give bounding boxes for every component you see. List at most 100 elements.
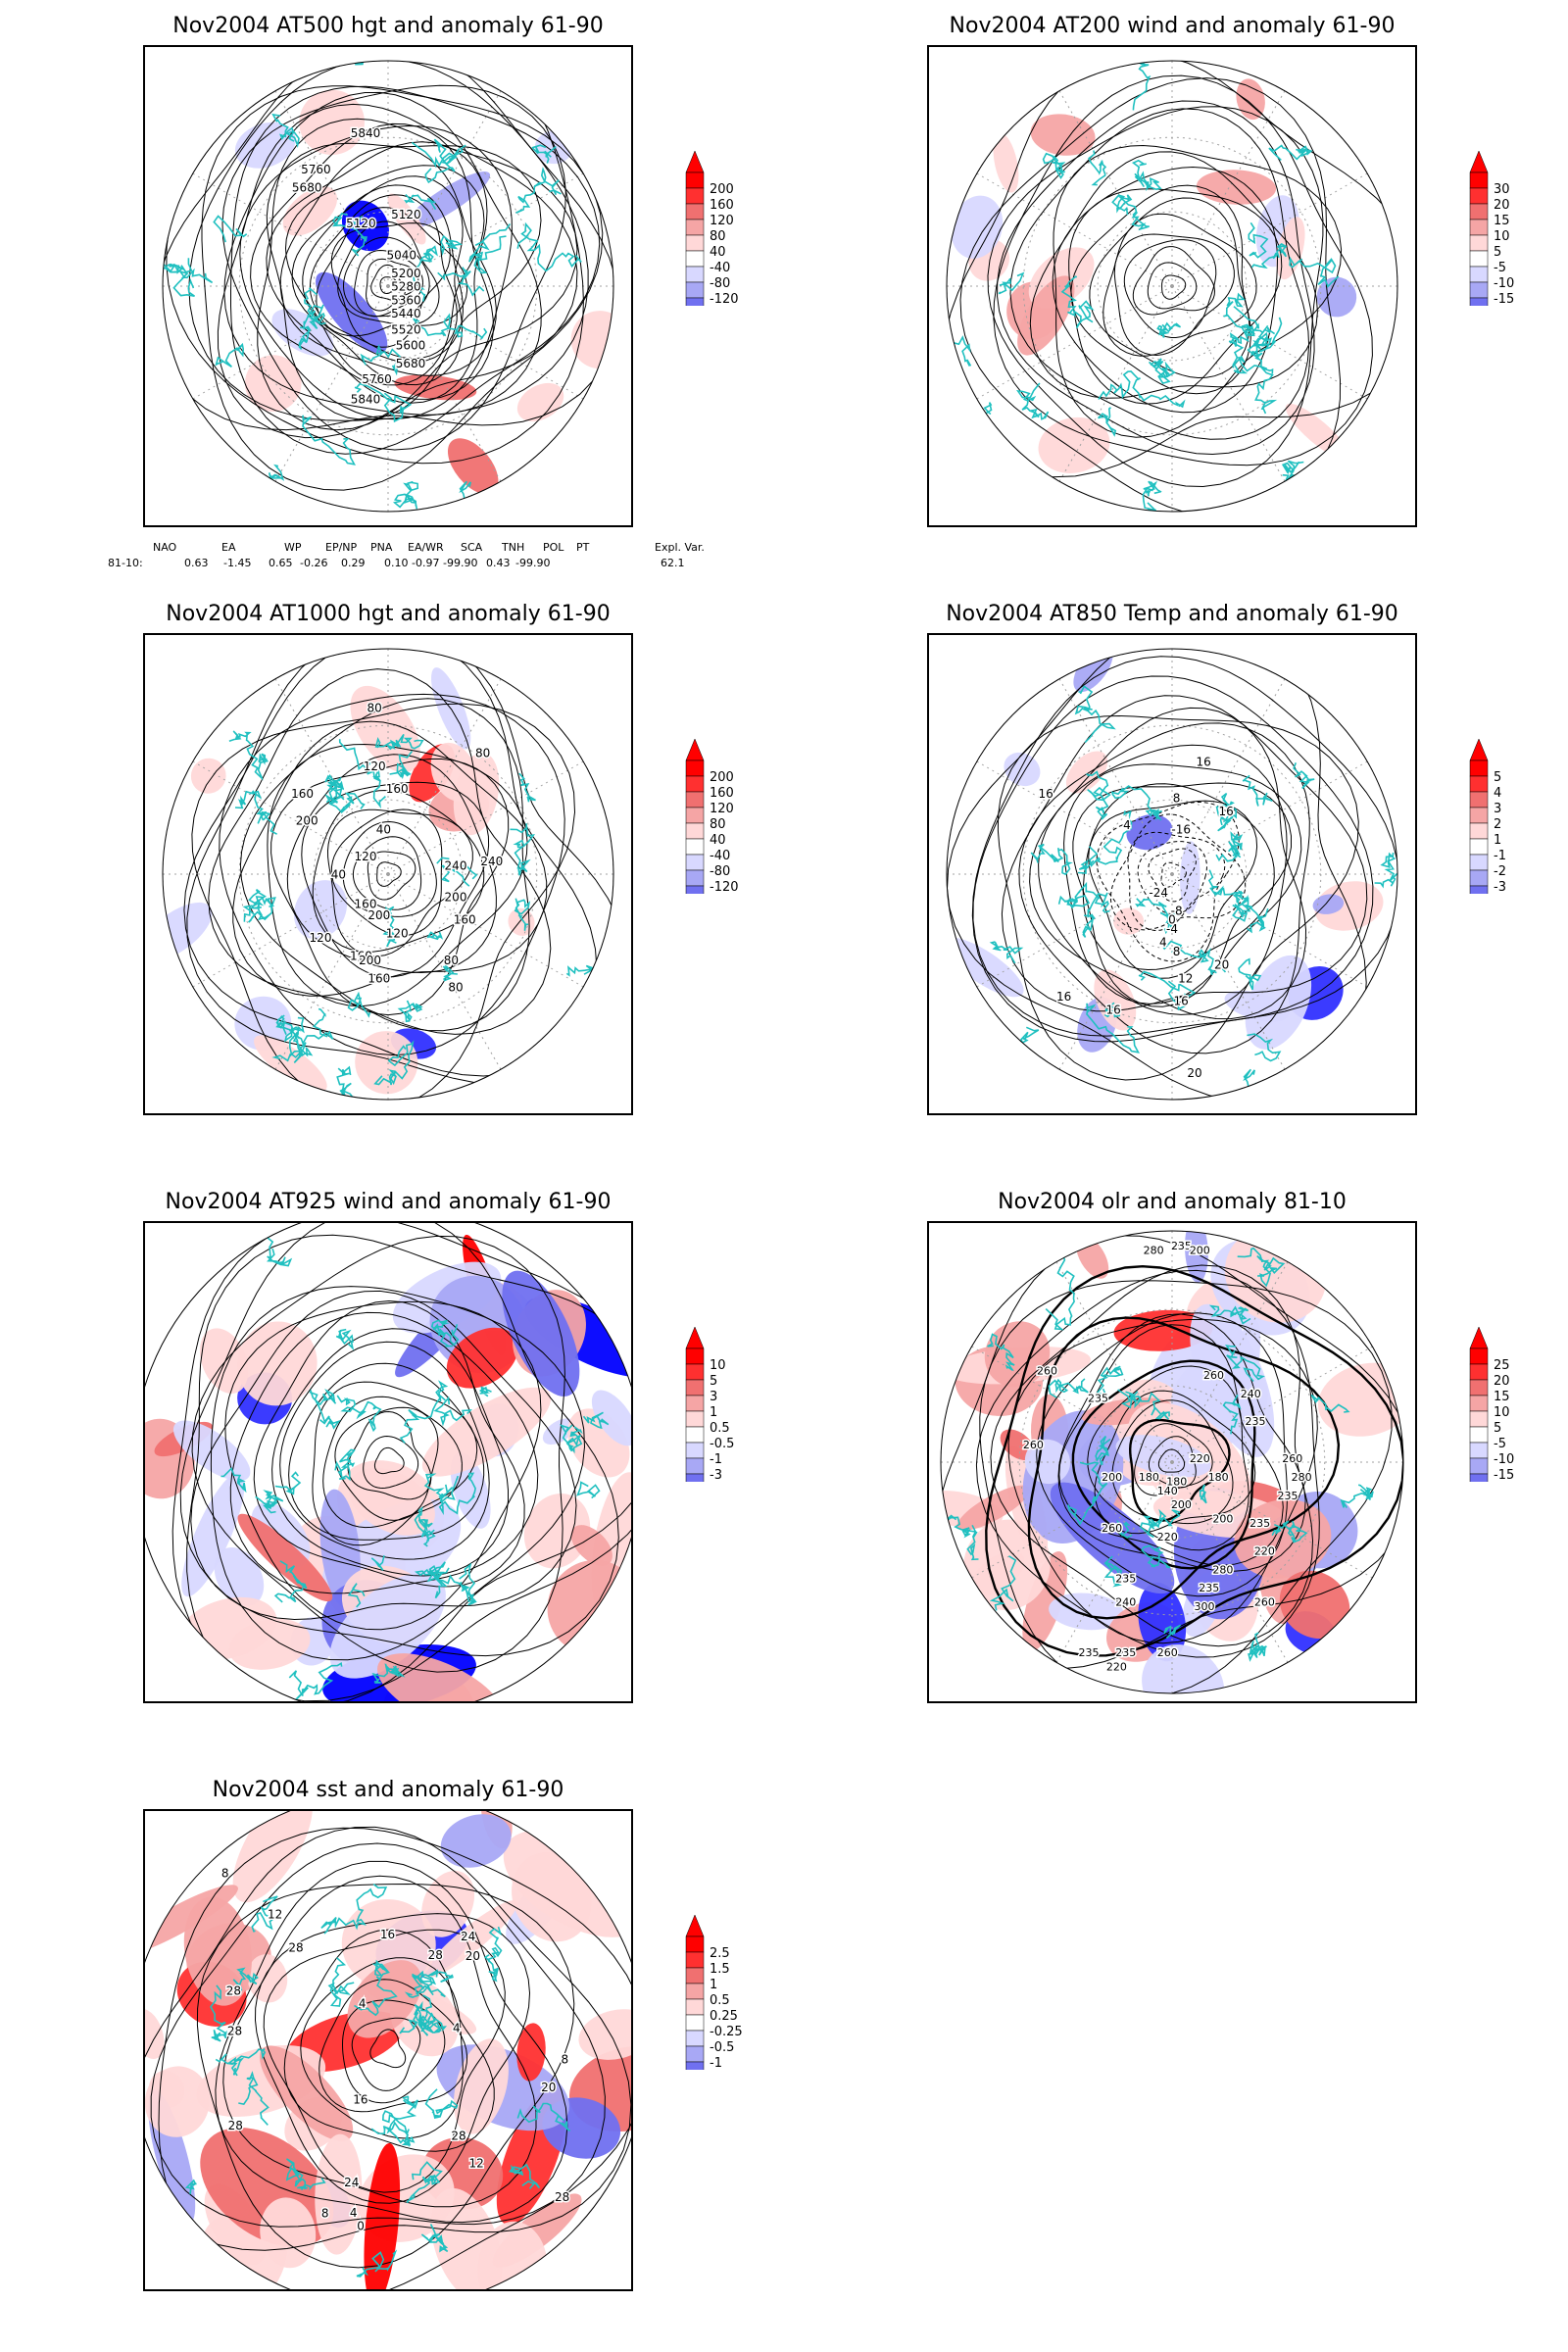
colorbar-tick: -3 — [710, 1468, 722, 1482]
contour-label: 5040 — [387, 248, 417, 262]
contour-label: 200 — [359, 954, 381, 967]
contour-label: 5200 — [391, 267, 421, 280]
contour-label: 160 — [386, 782, 409, 796]
colorbar-tick: -80 — [710, 864, 730, 879]
colorbar-tick: 5 — [710, 1374, 717, 1389]
contour-label: 260 — [1282, 1452, 1302, 1465]
contour-label: 5600 — [396, 338, 426, 352]
tele-value: -99.90 — [443, 557, 478, 569]
map-frame: 80 120 160 160 200 80 40 120 40 160 200 240 240 200 16… — [143, 633, 633, 1115]
contour-label: 16 — [1219, 805, 1234, 818]
contour-label: 20 — [1214, 958, 1229, 972]
contour-label: 4 — [350, 2206, 358, 2220]
panel-title: Nov2004 sst and anomaly 61-90 — [212, 1778, 564, 1802]
contour-label: 5840 — [351, 393, 381, 407]
contour-label: 4 — [1123, 818, 1131, 832]
contour-label: 5440 — [391, 307, 421, 320]
tele-header: TNH — [502, 541, 525, 554]
colorbar-tick: 10 — [1494, 229, 1510, 244]
contour-label: 0 — [1168, 913, 1176, 927]
contour-label: 20 — [466, 1949, 480, 1963]
contour-label: 0 — [357, 2219, 365, 2232]
contour-label: 200 — [1171, 1498, 1192, 1511]
contour-label: 235 — [1250, 1517, 1270, 1530]
contour-label: 220 — [1190, 1452, 1210, 1465]
contour-label: 200 — [445, 891, 467, 905]
colorbar-tick: -40 — [710, 849, 730, 863]
contour-label: 235 — [1115, 1646, 1136, 1659]
contour-label: 180 — [1208, 1471, 1229, 1484]
contour-label: 28 — [428, 1948, 443, 1962]
colorbar-tick: 5 — [1494, 245, 1501, 260]
colorbar-tick: 1 — [710, 1978, 717, 1992]
tele-value: 0.63 — [184, 557, 209, 569]
colorbar-tick: 40 — [710, 245, 726, 260]
colorbar-tick: -3 — [1494, 880, 1506, 894]
contour-label: 200 — [1102, 1471, 1122, 1484]
colorbar-tick: 20 — [1494, 198, 1510, 213]
tele-header: Expl. Var. — [655, 541, 705, 554]
colorbar-tick: -15 — [1494, 1468, 1514, 1482]
contour-label: 260 — [1157, 1646, 1178, 1659]
contour-label: 40 — [376, 823, 391, 837]
contour-label: 12 — [469, 2157, 484, 2171]
contour-label: 300 — [1195, 1600, 1215, 1613]
map-frame: 16 8 16 16 4 -16 -24 -8 0 -4 4 8 12 16 16 20 20 16 — [927, 633, 1417, 1115]
colorbar-tick: -2 — [1494, 864, 1506, 879]
colorbar-tick: 1 — [1494, 833, 1501, 848]
panel-title: Nov2004 AT1000 hgt and anomaly 61-90 — [166, 602, 611, 626]
colorbar-tick: 20 — [1494, 1374, 1510, 1389]
contour-label: -16 — [1171, 823, 1191, 837]
tele-value: 0.10 — [384, 557, 409, 569]
contour-label: 16 — [1197, 756, 1211, 769]
panel-title: Nov2004 AT200 wind and anomaly 61-90 — [949, 14, 1396, 38]
contour-label: 20 — [1187, 1066, 1201, 1080]
contour-label: 120 — [364, 760, 386, 773]
contour-label: 235 — [1171, 1240, 1192, 1252]
contour-label: 5120 — [346, 217, 376, 230]
contour-label: 5360 — [391, 293, 421, 307]
tele-row-label: 81-10: — [108, 557, 143, 569]
map-svg: 5840 5760 5680 5120 5120 5040 5200528053605440… — [162, 60, 614, 513]
contour-label: 28 — [288, 1941, 303, 1955]
colorbar-tick: 2 — [1494, 817, 1501, 832]
colorbar-tick: -5 — [1494, 1437, 1506, 1451]
colorbar-tick: -10 — [1494, 1452, 1514, 1467]
colorbar-tick: 3 — [1494, 802, 1501, 816]
contour-label: 4 — [359, 1996, 367, 2010]
contour-label: 80 — [368, 701, 382, 714]
colorbar-tick: 30 — [1494, 182, 1510, 197]
colorbar-tick: 0.25 — [710, 2009, 738, 2024]
contour-label: 16 — [1039, 787, 1054, 801]
map-svg — [946, 60, 1398, 513]
map-frame — [927, 45, 1417, 527]
contour-label: 160 — [355, 898, 377, 911]
contour-label: 235 — [1115, 1573, 1136, 1586]
colorbar-tick: -5 — [1494, 261, 1506, 275]
tele-value: 0.65 — [269, 557, 293, 569]
contour-label: 28 — [226, 1984, 241, 1997]
contour-label: 5760 — [362, 372, 392, 386]
colorbar-tick: 160 — [710, 198, 734, 213]
contour-label: 260 — [1203, 1369, 1224, 1382]
contour-label: 8 — [1173, 791, 1181, 805]
colorbar-tick: 4 — [1494, 786, 1501, 801]
tele-header: EP/NP — [325, 541, 358, 554]
colorbar-tick: -120 — [710, 292, 739, 306]
contour-label: 220 — [1254, 1544, 1275, 1557]
map-frame: 5840 5760 5680 5120 5120 5040 5200 5280 5360 5440… — [143, 45, 633, 527]
colorbar-tick: 1.5 — [710, 1962, 730, 1977]
tele-header: EA — [221, 541, 236, 554]
contour-label: 180 — [1139, 1471, 1159, 1484]
contour-label: 12 — [1178, 971, 1193, 985]
contour-label: 235 — [1088, 1393, 1108, 1405]
contour-label: 5840 — [351, 126, 381, 140]
map-svg — [145, 1223, 631, 1701]
tele-header: WP — [284, 541, 302, 554]
colorbar-tick: 200 — [710, 770, 734, 785]
contour-label: 24 — [344, 2176, 359, 2189]
contour-label: 8 — [221, 1866, 229, 1880]
contour-label: 4 — [1159, 936, 1167, 950]
contour-label: 28 — [227, 2025, 242, 2038]
contour-label: 260 — [1023, 1439, 1044, 1451]
